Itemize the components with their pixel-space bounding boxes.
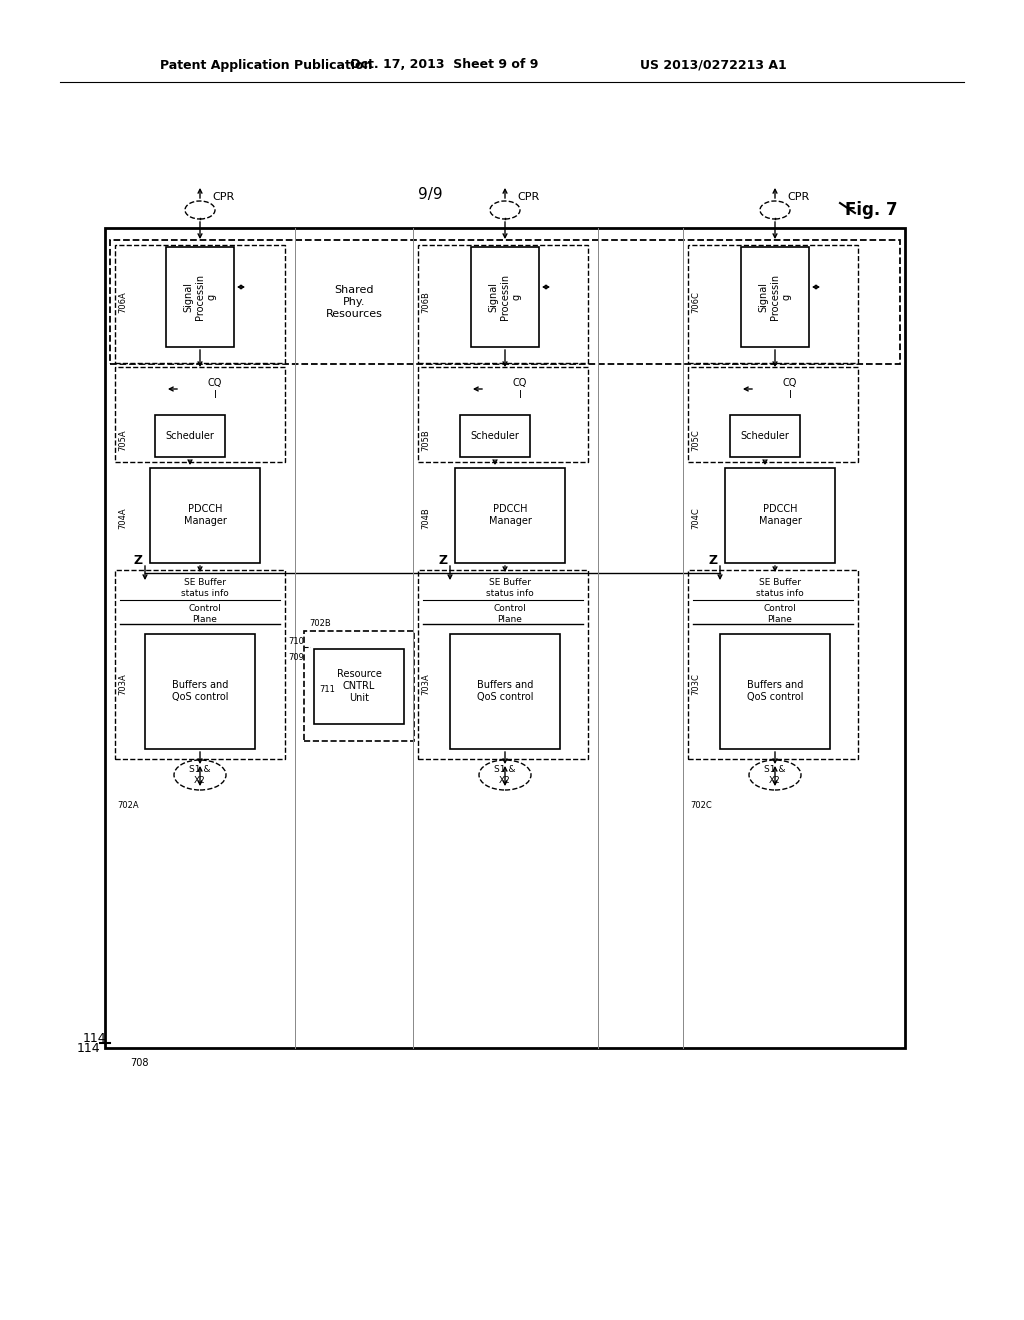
Text: 704B: 704B bbox=[422, 507, 430, 529]
Text: Buffers and
QoS control: Buffers and QoS control bbox=[172, 680, 228, 702]
Text: Scheduler: Scheduler bbox=[740, 432, 790, 441]
Text: CPR: CPR bbox=[212, 191, 234, 202]
Bar bbox=[455, 469, 565, 564]
Text: Signal
Processin
g: Signal Processin g bbox=[183, 275, 217, 319]
Text: SE Buffer
status info: SE Buffer status info bbox=[756, 578, 804, 598]
Text: PDCCH
Manager: PDCCH Manager bbox=[488, 504, 531, 525]
Text: 702B: 702B bbox=[309, 619, 331, 628]
Bar bbox=[741, 247, 809, 347]
Text: 709: 709 bbox=[288, 652, 304, 661]
Text: Resource
CNTRL
Unit: Resource CNTRL Unit bbox=[337, 669, 381, 702]
Bar bbox=[688, 367, 858, 462]
Text: CQ
I: CQ I bbox=[513, 379, 527, 400]
Text: 704A: 704A bbox=[119, 507, 128, 529]
Bar bbox=[115, 246, 285, 363]
Bar bbox=[730, 414, 800, 457]
Text: Fig. 7: Fig. 7 bbox=[845, 201, 898, 219]
Text: SE Buffer
status info: SE Buffer status info bbox=[181, 578, 229, 598]
Text: S1 &
X2: S1 & X2 bbox=[495, 766, 516, 784]
Ellipse shape bbox=[185, 201, 215, 219]
Bar bbox=[115, 367, 285, 462]
Text: 711: 711 bbox=[319, 685, 335, 693]
Text: Buffers and
QoS control: Buffers and QoS control bbox=[746, 680, 803, 702]
Text: S1 &
X2: S1 & X2 bbox=[189, 766, 211, 784]
Text: 708: 708 bbox=[130, 1059, 148, 1068]
Text: Oct. 17, 2013  Sheet 9 of 9: Oct. 17, 2013 Sheet 9 of 9 bbox=[350, 58, 539, 71]
Text: 706B: 706B bbox=[422, 292, 430, 313]
Text: Control
Plane: Control Plane bbox=[494, 605, 526, 624]
Bar bbox=[110, 240, 900, 364]
Text: Buffers and
QoS control: Buffers and QoS control bbox=[477, 680, 534, 702]
Text: 703A: 703A bbox=[422, 673, 430, 694]
Ellipse shape bbox=[749, 760, 801, 789]
Bar bbox=[725, 469, 835, 564]
Text: Z: Z bbox=[709, 553, 718, 566]
Text: 704C: 704C bbox=[691, 507, 700, 529]
Bar bbox=[418, 367, 588, 462]
Text: PDCCH
Manager: PDCCH Manager bbox=[759, 504, 802, 525]
Text: Z: Z bbox=[133, 553, 142, 566]
Text: Scheduler: Scheduler bbox=[471, 432, 519, 441]
Text: 710: 710 bbox=[288, 636, 304, 645]
Text: 705A: 705A bbox=[119, 429, 128, 451]
Bar bbox=[688, 570, 858, 759]
Text: CPR: CPR bbox=[517, 191, 540, 202]
Text: US 2013/0272213 A1: US 2013/0272213 A1 bbox=[640, 58, 786, 71]
Text: 706C: 706C bbox=[691, 292, 700, 313]
Text: 702C: 702C bbox=[690, 800, 712, 809]
Bar bbox=[314, 649, 404, 723]
Bar bbox=[720, 634, 830, 748]
Bar bbox=[471, 247, 539, 347]
Text: Control
Plane: Control Plane bbox=[764, 605, 797, 624]
Text: Z: Z bbox=[438, 553, 447, 566]
Ellipse shape bbox=[490, 201, 520, 219]
Bar bbox=[460, 414, 530, 457]
Text: 9/9: 9/9 bbox=[418, 187, 442, 202]
Ellipse shape bbox=[760, 201, 790, 219]
Text: 702A: 702A bbox=[117, 800, 138, 809]
Text: Signal
Processin
g: Signal Processin g bbox=[488, 275, 521, 319]
Text: Scheduler: Scheduler bbox=[166, 432, 214, 441]
Text: Shared
Phy.
Resources: Shared Phy. Resources bbox=[326, 285, 382, 318]
Text: CQ
I: CQ I bbox=[782, 379, 798, 400]
Text: SE Buffer
status info: SE Buffer status info bbox=[486, 578, 534, 598]
Text: Signal
Processin
g: Signal Processin g bbox=[759, 275, 792, 319]
Bar bbox=[450, 634, 560, 748]
Text: S1 &
X2: S1 & X2 bbox=[764, 766, 785, 784]
Text: Control
Plane: Control Plane bbox=[188, 605, 221, 624]
Text: 114: 114 bbox=[83, 1031, 106, 1044]
Ellipse shape bbox=[174, 760, 226, 789]
Ellipse shape bbox=[479, 760, 531, 789]
Bar bbox=[688, 246, 858, 363]
Bar bbox=[145, 634, 255, 748]
Bar bbox=[115, 570, 285, 759]
Bar bbox=[105, 228, 905, 1048]
Text: 705C: 705C bbox=[691, 429, 700, 451]
Bar bbox=[418, 570, 588, 759]
Text: 703C: 703C bbox=[691, 673, 700, 694]
Text: PDCCH
Manager: PDCCH Manager bbox=[183, 504, 226, 525]
Text: 706A: 706A bbox=[119, 292, 128, 313]
Text: CQ
I: CQ I bbox=[208, 379, 222, 400]
Text: 703A: 703A bbox=[119, 673, 128, 694]
Bar bbox=[150, 469, 260, 564]
Bar bbox=[166, 247, 234, 347]
Bar bbox=[155, 414, 225, 457]
Text: CPR: CPR bbox=[787, 191, 809, 202]
Text: 705B: 705B bbox=[422, 429, 430, 451]
Text: 114: 114 bbox=[77, 1041, 100, 1055]
Bar bbox=[304, 631, 414, 741]
Text: Patent Application Publication: Patent Application Publication bbox=[160, 58, 373, 71]
Bar bbox=[418, 246, 588, 363]
